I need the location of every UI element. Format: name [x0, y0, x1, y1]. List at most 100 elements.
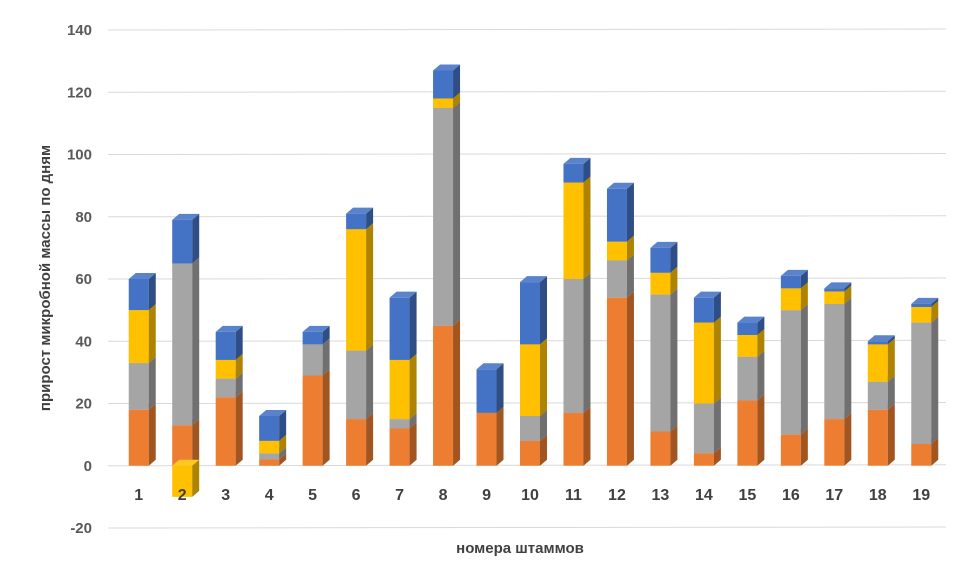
bar-stack-2 [172, 213, 200, 497]
bar-side [931, 316, 939, 444]
bar-side [583, 176, 591, 279]
bar-stack-4 [259, 409, 287, 466]
bar-segment [563, 273, 591, 413]
bar-side [626, 235, 634, 261]
x-tick-label: 13 [652, 487, 670, 504]
bar-front [302, 375, 323, 466]
bar-segment [650, 288, 678, 432]
bar-segment [128, 304, 156, 364]
bar-side [583, 406, 591, 466]
bar-segment [172, 419, 200, 466]
y-tick-label: 20 [75, 396, 92, 413]
bar-side [626, 182, 634, 242]
bar-front [128, 279, 149, 311]
bar-side [366, 413, 374, 466]
bar-side [322, 369, 330, 466]
bar-segment [606, 182, 634, 242]
bar-stack-11 [563, 157, 591, 466]
bar-segment [824, 413, 852, 466]
bar-top [693, 291, 721, 298]
bar-front [433, 98, 454, 108]
bar-front [737, 400, 758, 466]
bar-side [192, 257, 200, 426]
bar-front [606, 297, 627, 466]
bar-front [563, 279, 584, 413]
bar-side [235, 325, 243, 360]
bar-segment [389, 291, 417, 360]
bar-side [453, 92, 461, 108]
bar-segment [650, 241, 678, 273]
bar-segment [693, 291, 721, 323]
bar-side [800, 282, 808, 311]
x-tick-label: 1 [134, 487, 143, 504]
bar-segment [128, 357, 156, 410]
bar-top [389, 291, 417, 298]
bar-front [911, 443, 932, 466]
bar-side [931, 301, 939, 323]
bar-segment [346, 413, 374, 466]
bar-segment [824, 282, 852, 292]
x-tick-label: 8 [439, 487, 448, 504]
x-tick-label: 9 [482, 487, 491, 504]
bar-stack-15 [737, 316, 765, 466]
bar-front [302, 344, 323, 376]
bar-side [322, 325, 330, 345]
bar-side [670, 266, 678, 295]
bar-front [824, 419, 845, 466]
y-tick-label: -20 [70, 520, 92, 537]
bar-front [389, 428, 410, 466]
bar-front [389, 419, 410, 429]
bar-front [737, 335, 758, 357]
bar-side [496, 363, 504, 413]
bar-front [172, 219, 193, 264]
gridline--20 [107, 526, 947, 529]
bar-segment [389, 353, 417, 420]
bar-front [911, 307, 932, 323]
bar-top [563, 157, 591, 164]
bar-front [128, 363, 149, 410]
bar-segment [780, 304, 808, 435]
bar-layer [128, 64, 939, 497]
bar-side [800, 269, 808, 289]
bar-segment [433, 64, 461, 99]
x-tick-label: 12 [608, 487, 626, 504]
bar-side [279, 409, 287, 441]
bar-front [650, 294, 671, 432]
bar-side [887, 375, 895, 410]
bar-side [540, 276, 547, 345]
bar-stack-9 [476, 363, 504, 466]
bar-side [453, 319, 461, 466]
bar-front [259, 440, 280, 454]
bar-segment [302, 369, 330, 466]
x-tick-label: 10 [521, 487, 539, 504]
bar-side [322, 338, 330, 376]
bar-side [540, 409, 547, 441]
bar-front [520, 415, 540, 441]
bar-side [540, 338, 547, 416]
bar-front [215, 331, 236, 360]
bar-front [911, 303, 932, 308]
y-tick-label: 0 [84, 458, 92, 475]
bar-side [192, 419, 200, 466]
bar-side [366, 344, 374, 420]
x-tick-label: 15 [738, 487, 756, 504]
bar-side [279, 453, 287, 466]
x-tick-label: 18 [869, 487, 887, 504]
bar-side [844, 285, 852, 304]
bar-side [670, 425, 678, 466]
bar-side [366, 223, 374, 351]
bar-stack-18 [867, 335, 895, 466]
bar-segment [389, 422, 417, 466]
bar-segment [433, 101, 461, 326]
bar-stack-6 [346, 207, 374, 466]
bar-front [824, 291, 845, 304]
bar-segment [693, 316, 721, 404]
bar-stack-19 [911, 297, 939, 466]
bar-side [757, 394, 765, 466]
bar-front [867, 409, 888, 466]
gridline-100 [107, 153, 947, 155]
bar-side [409, 291, 417, 360]
bar-front [346, 229, 367, 351]
gridline-80 [107, 215, 947, 218]
